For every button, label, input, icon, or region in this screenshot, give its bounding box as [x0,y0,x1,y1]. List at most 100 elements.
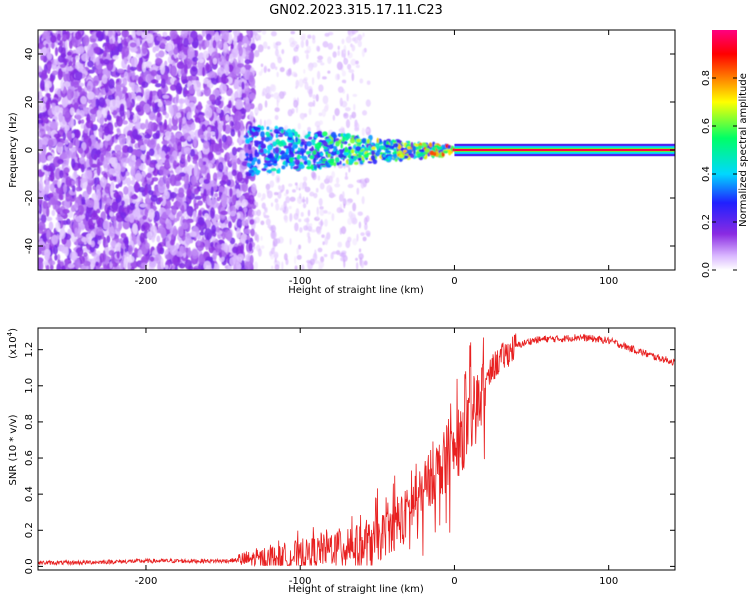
heatmap-cell [44,252,50,261]
heatmap-cell [146,172,152,179]
heatmap-cell [204,213,209,219]
heatmap-cell [169,84,177,91]
heatmap-cell [170,65,177,77]
heatmap-cell [214,128,219,140]
heatmap-cell [350,58,357,66]
heatmap-cell [45,43,49,49]
heatmap-cell [304,50,310,54]
heatmap-cell [290,157,294,164]
heatmap-cell [146,231,153,240]
heatmap-cell [239,108,247,115]
heatmap-cell [280,189,283,193]
heatmap-cell [342,191,345,200]
heatmap-cell [270,62,276,70]
heatmap-cell [183,147,191,155]
heatmap-cell [116,30,121,35]
heatmap-cell [312,94,317,100]
heatmap-cell [249,74,254,83]
snr-y-multiplier-base: (x10 [8,336,19,359]
heatmap-cell [74,227,78,235]
heatmap-cell [69,107,75,116]
heatmap-cell [363,153,369,159]
heatmap-cell [275,175,281,184]
colorbar-ticks: 0.0 0.2 0.4 0.6 0.8 [701,70,737,278]
heatmap-cell [202,50,209,59]
heatmap-cell [274,264,280,270]
heatmap-cell [387,155,391,160]
heatmap-cell [303,218,310,223]
heatmap-cell [307,34,312,39]
heatmap-cell [296,150,300,155]
heatmap-cell [275,202,280,211]
heatmap-cell [187,36,194,44]
heatmap-cell [295,79,300,88]
heatmap-cell [50,35,57,44]
heatmap-cell [354,36,359,44]
heatmap-cell [83,252,88,257]
heatmap-cell [180,30,188,38]
heatmap-cell [361,144,365,148]
heatmap-cell [199,134,206,139]
heatmap-cell [141,61,147,73]
heatmap-cell [91,193,97,201]
heatmap-cell [130,266,135,270]
heatmap-cell [106,121,114,134]
heatmap-cell [198,58,204,64]
heatmap-cell [193,136,198,148]
heatmap-cell [331,171,335,179]
heatmap-cell [227,220,232,229]
heatmap-cell [290,165,293,170]
heatmap-cell [275,41,282,46]
heatmap-cell [286,72,292,76]
heatmap-cell [274,114,279,121]
x-tick-label: -200 [135,576,158,587]
heatmap-cell [177,98,186,104]
heatmap-cell [93,154,98,161]
heatmap-cell [162,237,166,245]
heatmap-cell [275,154,279,159]
heatmap-cell [88,169,93,181]
heatmap-cell [119,165,126,172]
heatmap-cell [129,42,137,48]
heatmap-cell [351,72,355,82]
heatmap-cell [124,216,131,222]
heatmap-cell [342,163,346,167]
heatmap-cell [360,232,365,237]
heatmap-cell [130,56,138,67]
heatmap-cell [164,100,172,106]
heatmap-cell [150,69,158,77]
heatmap-cell [189,74,198,81]
heatmap-cell [361,156,365,161]
heatmap-cell [293,99,299,108]
heatmap-cell [198,158,204,168]
heatmap-cell [48,221,54,231]
heatmap-cell [345,107,351,112]
heatmap-cell [321,234,325,238]
heatmap-cell [210,241,214,247]
heatmap-cell [198,42,202,51]
heatmap-cell [305,53,309,60]
heatmap-cell [77,67,86,73]
heatmap-cell [172,255,178,265]
heatmap-cell [59,228,66,240]
heatmap-cell [344,146,348,153]
heatmap-cell [154,83,162,88]
heatmap-cell [63,167,70,174]
heatmap-cell [357,34,363,41]
heatmap-cell [77,204,85,216]
heatmap-cell [324,218,328,227]
heatmap-cell [346,201,351,206]
heatmap-cell [316,70,321,80]
heatmap-cell [163,169,167,180]
heatmap-cell [139,203,147,208]
x-tick-label: 100 [599,276,618,287]
heatmap-cell [87,69,96,74]
heatmap-cell [92,199,100,211]
heatmap-cell [188,85,195,95]
heatmap-cell [95,98,100,109]
heatmap-cell [336,161,340,166]
heatmap-cell [126,37,130,43]
heatmap-cell [332,114,336,121]
heatmap-cell [209,198,218,209]
heatmap-cell [349,138,356,144]
